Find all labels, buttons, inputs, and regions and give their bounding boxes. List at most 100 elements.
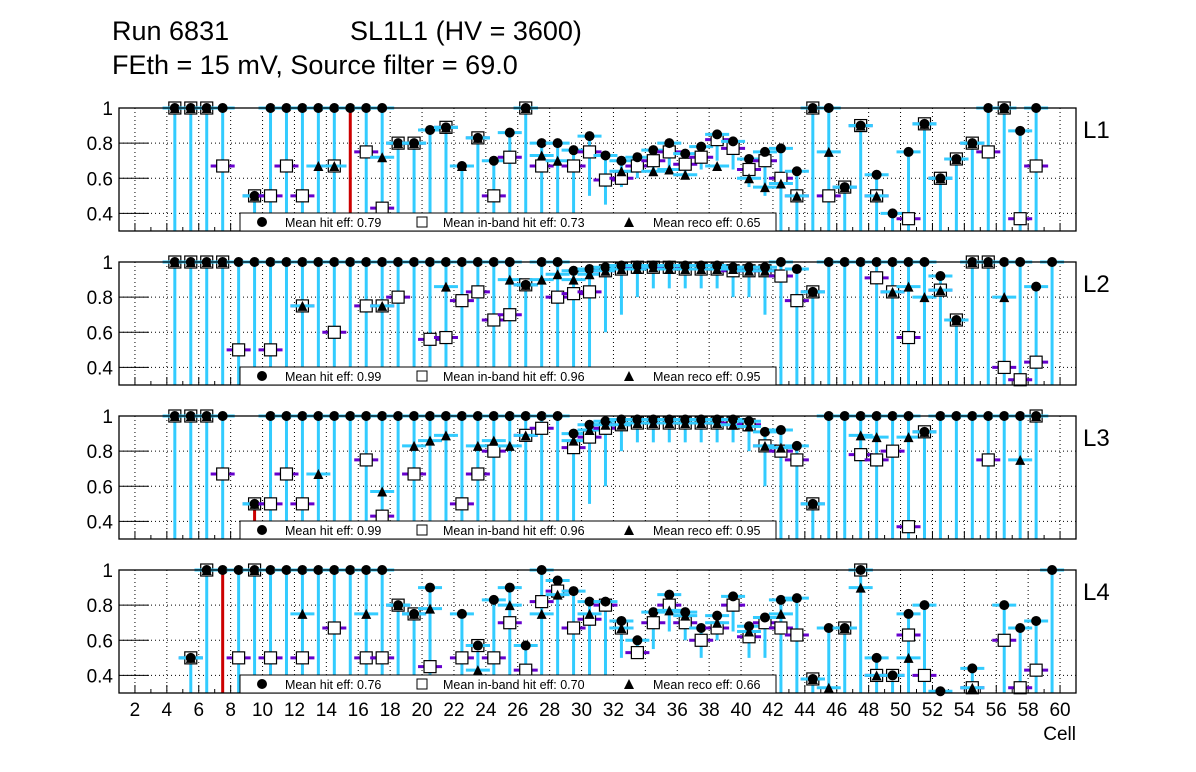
x-tick-label: 30	[571, 700, 592, 721]
inband-marker	[503, 308, 517, 322]
hit-marker	[807, 673, 818, 684]
reco-marker	[759, 182, 770, 193]
y-tick-label: 0.4	[87, 358, 114, 379]
reco-marker	[616, 419, 627, 430]
hit-marker	[488, 155, 499, 166]
inband-marker	[407, 467, 421, 481]
reco-marker	[361, 608, 372, 619]
legend-hit-marker	[257, 679, 267, 689]
reco-marker	[472, 440, 483, 451]
hit-marker	[616, 414, 627, 425]
inband-marker	[487, 313, 501, 327]
hit-marker	[1015, 125, 1026, 136]
y-tick-label: 1	[102, 253, 113, 274]
x-tick-label: 40	[730, 700, 751, 721]
hit-marker	[664, 414, 675, 425]
inband-marker	[471, 285, 485, 299]
inband-marker	[503, 150, 517, 164]
reco-marker	[552, 155, 563, 166]
panel-label: L4	[1083, 579, 1110, 606]
x-tick-label: 34	[635, 700, 657, 721]
reco-marker	[409, 440, 420, 451]
inband-marker	[1013, 373, 1027, 387]
hit-marker	[185, 652, 196, 663]
hit-marker	[600, 150, 611, 161]
hit-marker	[951, 153, 962, 164]
y-tick-label: 0.6	[87, 169, 113, 190]
inband-marker	[885, 444, 900, 458]
inband-marker	[1013, 681, 1027, 695]
hit-marker	[839, 182, 850, 193]
legend-reco-label: Mean reco eff: 0.65	[653, 216, 761, 230]
inband-marker	[582, 145, 597, 159]
hit-marker	[425, 582, 436, 593]
inband-marker	[279, 159, 294, 173]
y-tick-label: 1	[102, 561, 113, 582]
reco-marker	[903, 432, 914, 443]
hit-marker	[712, 610, 723, 621]
hit-marker	[855, 120, 866, 131]
x-tick-label: 22	[443, 700, 464, 721]
legend-hit-label: Mean hit eff: 0.99	[285, 370, 381, 384]
inband-marker	[981, 145, 995, 159]
inband-marker	[917, 668, 932, 683]
hit-marker	[536, 138, 547, 149]
hit-marker	[728, 136, 739, 147]
hit-marker	[664, 138, 675, 149]
reco-marker	[871, 432, 882, 443]
x-tick-label: 8	[225, 700, 236, 721]
hit-marker	[935, 173, 946, 184]
hit-marker	[744, 153, 755, 164]
hit-marker	[568, 428, 579, 439]
reco-marker	[664, 605, 675, 616]
legend-reco-marker	[624, 217, 634, 227]
x-tick-label: 16	[348, 700, 369, 721]
reco-marker	[504, 274, 515, 285]
x-tick-label: 42	[762, 700, 783, 721]
reco-marker	[377, 152, 388, 163]
hit-marker	[728, 591, 739, 602]
reco-marker	[823, 146, 834, 157]
inband-marker	[901, 628, 916, 642]
inband-marker	[1029, 663, 1043, 677]
inband-marker	[439, 330, 453, 345]
hit-marker	[568, 145, 579, 156]
hit-marker	[456, 608, 467, 619]
inband-marker	[232, 343, 246, 357]
title-chamber: SL1L1 (HV = 3600)	[350, 16, 582, 46]
legend-hit-label: Mean hit eff: 0.99	[285, 524, 381, 538]
inband-marker	[263, 651, 278, 665]
reco-marker	[775, 178, 786, 189]
hit-marker	[807, 286, 818, 297]
y-tick-label: 0.8	[87, 134, 113, 155]
x-tick-label: 2	[130, 700, 141, 721]
hit-marker	[632, 260, 643, 271]
inband-marker	[646, 154, 660, 168]
reco-marker	[728, 419, 739, 430]
reco-marker	[297, 300, 308, 311]
panel-label: L2	[1083, 271, 1110, 298]
hit-marker	[632, 635, 643, 646]
y-tick-label: 0.4	[87, 666, 114, 687]
inband-marker	[981, 453, 995, 467]
hit-marker	[744, 416, 755, 427]
inband-marker	[487, 189, 501, 203]
reco-marker	[568, 274, 579, 285]
reco-marker	[744, 173, 755, 184]
y-tick-label: 0.6	[87, 477, 113, 498]
hit-marker	[616, 155, 627, 166]
inband-marker	[1029, 159, 1043, 173]
x-tick-label: 24	[475, 700, 497, 721]
panel-label: L3	[1083, 425, 1110, 452]
hit-marker	[807, 498, 818, 509]
inband-marker	[327, 325, 341, 339]
reco-marker	[919, 292, 930, 303]
reco-marker	[520, 430, 531, 441]
hit-marker	[616, 260, 627, 271]
reco-marker	[504, 600, 515, 611]
x-tick-label: 54	[954, 700, 976, 721]
hit-marker	[1015, 622, 1026, 633]
x-tick-label: 20	[411, 700, 432, 721]
y-tick-label: 1	[102, 99, 113, 120]
inband-marker	[870, 271, 884, 285]
